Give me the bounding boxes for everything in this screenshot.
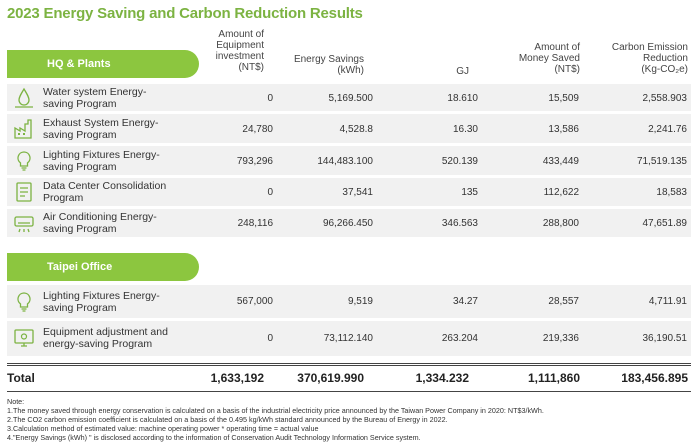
cell-energy: 37,541 <box>342 187 373 198</box>
total-energy: 370,619.990 <box>297 371 364 385</box>
row-name: Lighting Fixtures Energy-saving Program <box>43 290 160 314</box>
row-name: Data Center Consolidation Program <box>43 180 167 204</box>
table-row: Lighting Fixtures Energy-saving Program … <box>7 285 691 318</box>
cell-energy: 4,528.8 <box>339 124 373 135</box>
table-row: Data Center Consolidation Program 0 37,54… <box>7 178 691 206</box>
cell-carbon: 4,711.91 <box>648 296 687 307</box>
header-money: Amount of Money Saved (NT$) <box>518 42 580 75</box>
cell-carbon: 18,583 <box>656 187 687 198</box>
cell-equipment: 0 <box>267 93 273 104</box>
table-row: Exhaust System Energy-saving Program 24,… <box>7 114 691 143</box>
document-icon <box>16 182 32 202</box>
cell-energy: 9,519 <box>347 296 373 307</box>
cell-gj: 346.563 <box>441 218 478 229</box>
cell-equipment: 567,000 <box>236 296 273 307</box>
table-row: Lighting Fixtures Energy-saving Program … <box>7 146 691 175</box>
row-name: Air Conditioning Energy-saving Program <box>43 211 157 235</box>
header-equipment: Amount of Equipment investment (NT$) <box>215 29 264 73</box>
cell-energy: 73,112.140 <box>323 333 373 344</box>
cell-equipment: 793,296 <box>236 156 273 167</box>
footnotes: Note: 1.The money saved through energy c… <box>7 397 544 442</box>
total-equipment: 1,633,192 <box>210 371 264 385</box>
total-gj: 1,334.232 <box>415 371 469 385</box>
cell-equipment: 0 <box>267 187 273 198</box>
table-row: Water system Energy-saving Program 0 5,1… <box>7 84 691 111</box>
cell-carbon: 2,241.76 <box>648 124 687 135</box>
row-name: Water system Energy-saving Program <box>43 86 147 110</box>
total-label: Total <box>7 371 35 385</box>
cell-money: 28,557 <box>548 296 579 307</box>
equipment-adjust-icon <box>14 329 34 347</box>
table-row: Air Conditioning Energy-saving Program 2… <box>7 209 691 237</box>
page-title: 2023 Energy Saving and Carbon Reduction … <box>7 5 363 22</box>
section-hq-plants: HQ & Plants <box>7 50 199 78</box>
row-name: Lighting Fixtures Energy-saving Program <box>43 149 160 173</box>
row-name: Exhaust System Energy-saving Program <box>43 117 159 141</box>
cell-carbon: 47,651.89 <box>642 218 688 229</box>
cell-gj: 135 <box>461 187 478 198</box>
light-bulb-icon <box>17 151 31 171</box>
light-bulb-icon <box>17 292 31 312</box>
cell-money: 112,622 <box>543 187 579 198</box>
cell-gj: 263.204 <box>441 333 478 344</box>
total-carbon: 183,456.895 <box>621 371 688 385</box>
cell-money: 433,449 <box>542 156 579 167</box>
cell-carbon: 71,519.135 <box>636 156 687 167</box>
total-divider-top <box>7 363 691 366</box>
row-name: Equipment adjustment and energy-saving Pr… <box>43 326 168 350</box>
cell-money: 288,800 <box>542 218 579 229</box>
cell-energy: 5,169.500 <box>328 93 374 104</box>
cell-money: 13,586 <box>548 124 579 135</box>
cell-carbon: 2,558.903 <box>642 93 688 104</box>
cell-money: 15,509 <box>548 93 579 104</box>
cell-equipment: 24,780 <box>242 124 273 135</box>
cell-gj: 34.27 <box>452 296 478 307</box>
table-row: Equipment adjustment and energy-saving Pr… <box>7 321 691 356</box>
header-carbon: Carbon Emission Reduction (Kg-CO₂e) <box>611 42 688 75</box>
cell-equipment: 248,116 <box>237 218 273 229</box>
cell-gj: 16.30 <box>452 124 478 135</box>
section-taipei-office: Taipei Office <box>7 253 199 281</box>
air-conditioner-icon <box>14 216 34 233</box>
total-money: 1,111,860 <box>527 371 580 385</box>
factory-exhaust-icon <box>14 119 32 139</box>
header-energy: Energy Savings (kWh) <box>293 54 364 76</box>
cell-gj: 18.610 <box>447 93 478 104</box>
total-divider-bottom <box>7 391 691 392</box>
cell-carbon: 36,190.51 <box>642 333 688 344</box>
cell-equipment: 0 <box>267 333 273 344</box>
cell-gj: 520.139 <box>441 156 478 167</box>
water-drop-icon <box>15 87 33 108</box>
header-gj: GJ <box>456 66 469 77</box>
cell-energy: 144,483.100 <box>317 156 373 167</box>
cell-energy: 96,266.450 <box>322 218 373 229</box>
cell-money: 219,336 <box>542 333 579 344</box>
